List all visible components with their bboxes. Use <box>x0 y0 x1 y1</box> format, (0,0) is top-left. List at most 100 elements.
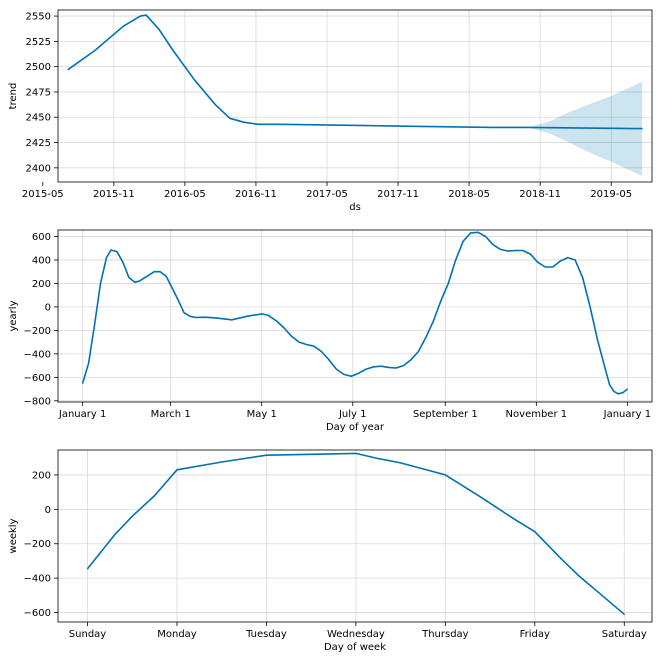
panel-trend: 2015-05 2015-11 2016-05 2016-11 2017-05 2017-… <box>8 9 653 213</box>
data-point <box>622 392 624 394</box>
data-point <box>177 299 179 301</box>
data-point <box>544 266 546 268</box>
panel-yearly: January 1 March 1 May 1 July 1 September 1 No… <box>8 229 653 433</box>
x-tick-label: January 1 <box>603 409 651 420</box>
y-tick-label: −200 <box>24 539 51 550</box>
data-point <box>139 15 141 17</box>
data-point <box>373 366 375 368</box>
data-point <box>432 320 434 322</box>
x-tick-label: January 1 <box>58 409 106 420</box>
data-point <box>410 359 412 361</box>
data-point <box>145 14 147 16</box>
data-point <box>131 515 133 517</box>
data-point <box>229 117 231 119</box>
data-point <box>563 127 565 129</box>
data-point <box>343 373 345 375</box>
y-axis-label: trend <box>8 83 19 110</box>
data-point <box>511 517 513 519</box>
data-point <box>116 251 118 253</box>
data-point <box>380 365 382 367</box>
data-point <box>310 453 312 455</box>
data-point <box>335 368 337 370</box>
y-tick-label: 200 <box>32 279 51 290</box>
y-tick-label: 2475 <box>26 87 51 98</box>
data-point <box>400 462 402 464</box>
y-tick-label: −200 <box>24 326 51 337</box>
data-point <box>204 316 206 318</box>
series-line-trend <box>67 14 643 130</box>
data-point <box>358 372 360 374</box>
y-axis-label: weekly <box>8 518 19 553</box>
x-tick-label: 2019-05 <box>590 189 632 200</box>
data-point <box>485 235 487 238</box>
gridlines <box>58 10 652 182</box>
data-point <box>94 49 96 52</box>
data-point <box>417 350 419 353</box>
y-tick-label: 200 <box>32 470 51 481</box>
data-point <box>171 287 173 289</box>
data-point <box>122 261 124 263</box>
y-tick-label: −600 <box>24 373 51 384</box>
gridlines <box>58 450 652 622</box>
x-tick-label: 2018-11 <box>519 189 561 200</box>
y-axis-label: yearly <box>8 300 19 331</box>
data-point <box>455 259 457 261</box>
data-point <box>444 474 446 476</box>
plot-frame <box>57 229 653 403</box>
gridlines <box>58 230 652 402</box>
data-point <box>267 314 269 316</box>
data-point <box>159 271 161 273</box>
data-point <box>113 534 115 536</box>
data-point <box>134 281 136 283</box>
data-point <box>623 613 625 615</box>
x-axis-label: ds <box>349 202 361 213</box>
data-point <box>480 496 482 498</box>
data-point <box>221 461 223 463</box>
data-point <box>608 383 611 385</box>
data-point <box>626 388 629 390</box>
data-point <box>154 495 156 497</box>
data-point <box>604 367 606 369</box>
data-point <box>355 452 357 454</box>
data-point <box>261 313 263 315</box>
data-point <box>499 248 502 250</box>
data-point <box>395 367 397 369</box>
data-point <box>477 231 479 233</box>
y-tick-label: −400 <box>24 349 51 360</box>
data-point <box>82 382 84 384</box>
x-tick-label: Tuesday <box>245 629 287 640</box>
data-point <box>402 365 405 367</box>
data-points <box>67 14 643 130</box>
data-point <box>99 282 102 284</box>
uncertainty-band <box>528 81 643 176</box>
x-tick-label: Monday <box>157 629 197 640</box>
data-point <box>146 275 148 277</box>
data-point <box>462 240 464 242</box>
data-point <box>582 276 584 279</box>
data-point <box>613 390 615 392</box>
data-point <box>94 323 96 326</box>
data-point <box>231 319 233 321</box>
panel-weekly: Sunday Monday Tuesday Wednesday Thursday Frid… <box>8 449 653 653</box>
x-tick-label: July 1 <box>338 409 367 420</box>
data-point <box>122 25 124 27</box>
y-tick-label: 2450 <box>26 113 51 124</box>
x-tick-label: Thursday <box>421 629 469 640</box>
data-point <box>537 261 539 263</box>
x-tick-label: Saturday <box>602 629 647 640</box>
data-point <box>641 128 643 130</box>
data-point <box>105 257 108 259</box>
x-tick-label: March 1 <box>151 409 191 420</box>
plot-frame <box>57 9 653 183</box>
y-tick-label: 2500 <box>26 62 51 73</box>
data-point <box>527 126 530 128</box>
x-tick-label: November 1 <box>506 409 568 420</box>
data-point <box>365 368 367 370</box>
data-point <box>67 69 69 71</box>
x-tick-label: Sunday <box>69 629 106 640</box>
data-point <box>388 366 390 368</box>
data-point <box>328 359 330 361</box>
data-point <box>617 393 620 395</box>
plot-frame <box>57 449 653 623</box>
data-point <box>153 271 155 273</box>
